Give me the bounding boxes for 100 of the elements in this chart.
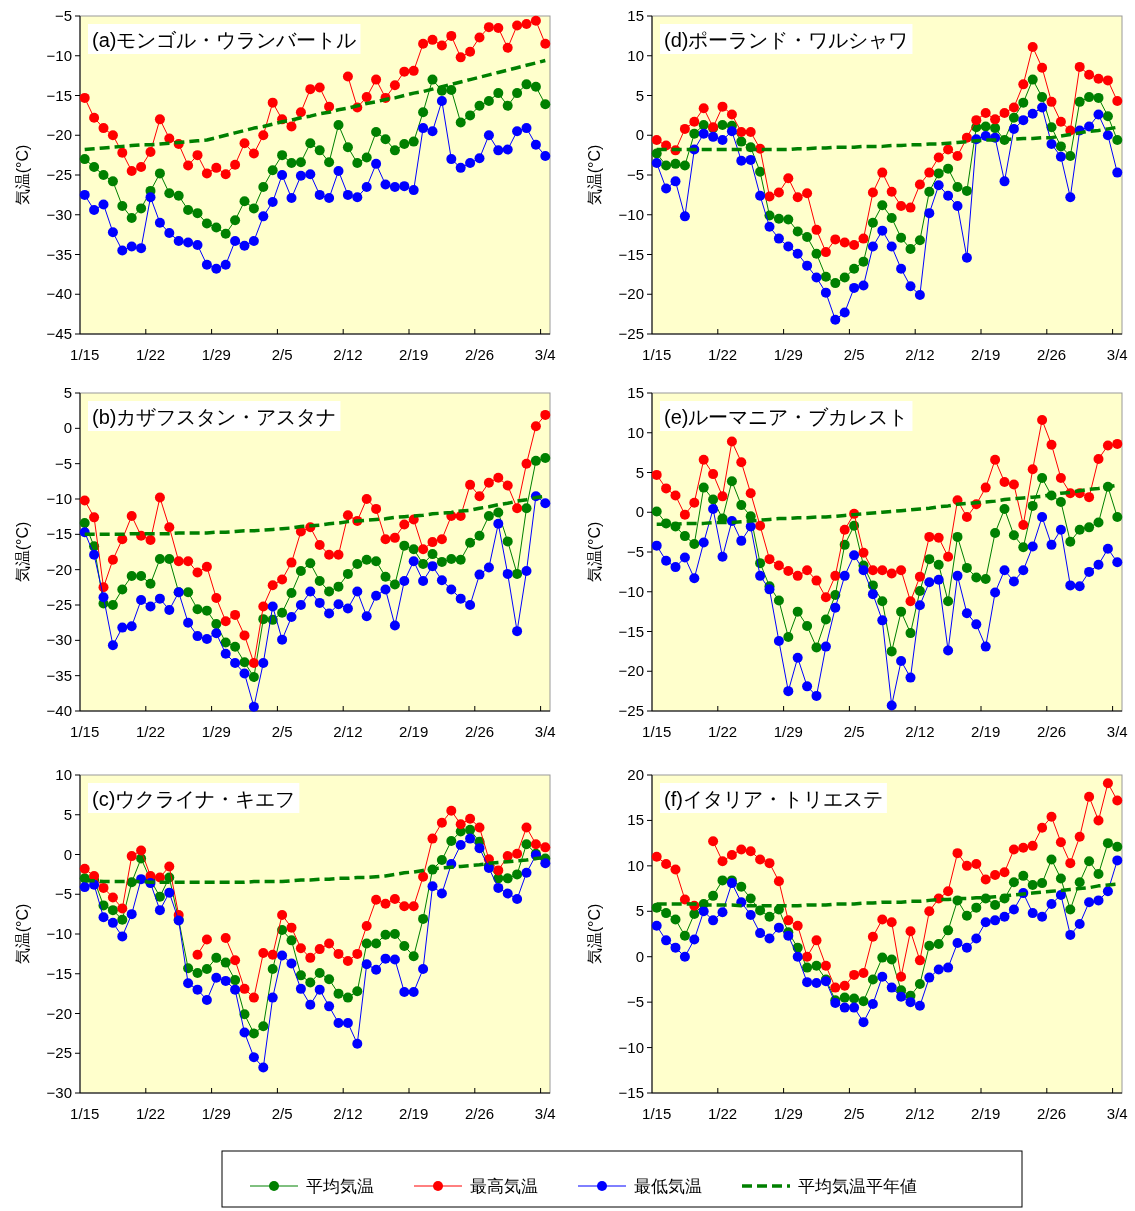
y-tick-label: −15 [46,525,72,543]
y-tick-label: 15 [627,811,644,829]
x-tick-label: 2/5 [271,1105,293,1122]
x-tick-label: 2/12 [333,346,363,363]
y-tick-label: 0 [635,126,644,144]
x-tick-label: 1/15 [70,346,100,363]
y-tick-label: 15 [627,384,644,401]
x-tick-label: 2/19 [399,1105,429,1122]
y-tick-label: 0 [63,845,72,863]
x-tick-label: 3/4 [1106,1105,1128,1122]
x-tick-label: 1/29 [201,723,231,740]
y-tick-label: −45 [46,325,72,342]
y-axis-title: 気温(°C) [14,521,31,583]
y-tick-label: −10 [46,46,72,64]
y-tick-label: 20 [627,766,644,783]
x-tick-label: 2/12 [333,1105,363,1122]
x-tick-label: 1/22 [707,723,738,740]
y-tick-label: −10 [618,1038,644,1056]
x-tick-label: 2/12 [905,723,935,740]
y-tick-label: −10 [618,582,644,600]
x-tick-label: 2/26 [1036,723,1067,740]
y-tick-label: −5 [626,543,644,560]
text: (f)イタリア・トリエステ [664,788,883,810]
legend-label: 平均気温平年値 [798,1177,917,1196]
x-tick-label: 1/29 [773,723,803,740]
y-tick-label: −5 [626,166,644,183]
y-tick-label: 15 [627,7,644,24]
y-tick-label: −10 [46,925,72,942]
y-tick-label: 5 [63,384,72,401]
y-tick-label: −35 [46,666,72,684]
x-tick-label: 1/22 [707,1105,738,1122]
y-tick-label: −5 [626,993,644,1011]
legend-label: 最高気温 [470,1177,538,1196]
x-tick-label: 1/22 [135,346,166,363]
x-tick-label: 3/4 [534,723,556,740]
y-tick-label: −20 [46,126,72,144]
y-tick-label: −40 [46,285,72,303]
legend-label: 最低気温 [634,1177,702,1196]
x-tick-label: 2/26 [464,723,495,740]
x-tick-label: 1/15 [70,1105,100,1122]
x-tick-label: 2/19 [399,723,429,740]
text: (a)モンゴル・ウランバートル [92,29,357,51]
y-tick-label: 10 [627,423,644,441]
y-tick-label: 0 [635,947,644,965]
y-tick-label: −15 [46,86,72,104]
y-tick-label: −30 [46,205,72,223]
x-tick-label: 2/19 [971,723,1001,740]
x-tick-label: 3/4 [534,346,556,363]
x-tick-label: 1/15 [642,346,672,363]
x-tick-label: 1/29 [201,1105,231,1122]
y-tick-label: −20 [618,285,644,303]
x-tick-label: 3/4 [534,1105,556,1122]
x-tick-label: 1/15 [642,723,672,740]
x-tick-label: 1/29 [201,346,231,363]
y-tick-label: −25 [46,166,72,183]
y-tick-label: 5 [63,805,72,823]
y-axis-title: 気温(°C) [586,903,603,965]
x-tick-label: 1/15 [642,1105,672,1122]
y-tick-label: −40 [46,702,72,719]
y-tick-label: −15 [618,245,644,263]
x-tick-label: 1/29 [773,1105,803,1122]
y-tick-label: 0 [635,503,644,521]
y-tick-label: −20 [618,662,644,680]
x-tick-label: 1/22 [707,346,738,363]
y-tick-label: −5 [54,7,72,24]
y-axis-title: 気温(°C) [14,903,31,965]
x-tick-label: 1/29 [773,346,803,363]
y-tick-label: −10 [46,490,72,507]
x-tick-label: 2/5 [271,346,293,363]
x-tick-label: 2/5 [843,346,865,363]
y-tick-label: 10 [55,766,72,783]
x-tick-label: 1/15 [70,723,100,740]
y-tick-label: −20 [46,560,72,578]
text: (b)カザフスタン・アスタナ [92,406,337,428]
y-tick-label: −15 [618,1084,644,1101]
y-tick-label: −25 [618,325,644,342]
x-tick-label: 2/26 [1036,346,1067,363]
x-tick-label: 2/5 [843,723,865,740]
x-tick-label: 2/12 [905,1105,935,1122]
x-tick-label: 2/26 [464,1105,495,1122]
x-tick-label: 2/12 [333,723,363,740]
x-tick-label: 1/22 [135,1105,166,1122]
legend-label: 平均気温 [306,1177,374,1196]
text: (c)ウクライナ・キエフ [92,788,296,810]
y-tick-label: −15 [46,964,72,982]
x-tick-label: 3/4 [1106,723,1128,740]
y-tick-label: −25 [46,1044,72,1062]
x-tick-label: 1/22 [135,723,166,740]
y-tick-label: −25 [46,596,72,613]
y-tick-label: −25 [618,702,644,719]
y-tick-label: 10 [627,856,644,874]
y-axis-title: 気温(°C) [586,144,603,206]
x-tick-label: 2/19 [399,346,429,363]
x-tick-label: 3/4 [1106,346,1128,363]
y-tick-label: −10 [618,205,644,223]
x-tick-label: 2/5 [271,723,293,740]
y-tick-label: −30 [46,1084,72,1101]
text: (d)ポーランド・ワルシャワ [664,29,909,51]
x-tick-label: 2/19 [971,1105,1001,1122]
x-tick-label: 2/12 [905,346,935,363]
